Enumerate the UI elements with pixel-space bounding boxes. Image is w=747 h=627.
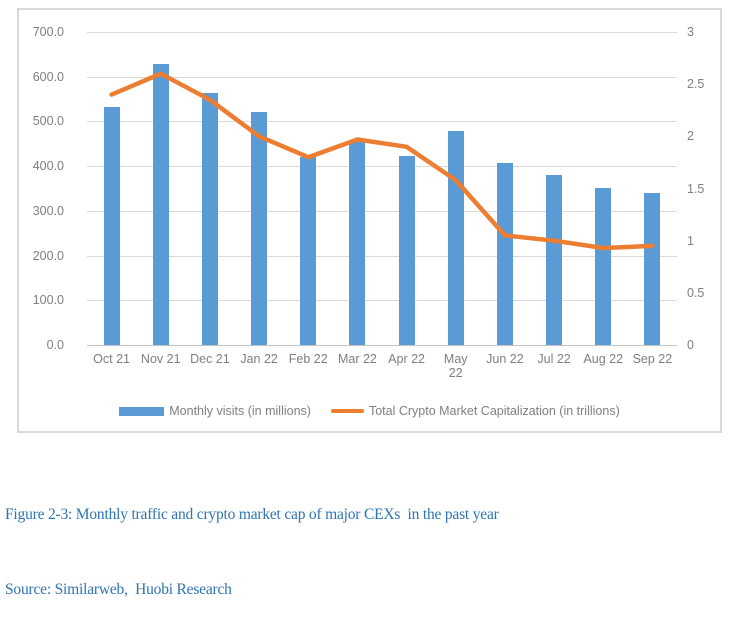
x-axis-tick: Sep 22: [632, 352, 673, 366]
left-axis-tick: 300.0: [32, 203, 64, 218]
left-axis-tick: 400.0: [32, 159, 64, 174]
source-line: Source: Similarweb, Huobi Research: [5, 581, 232, 598]
x-axis-tick: May 22: [443, 352, 468, 380]
gridline: [87, 32, 677, 33]
x-axis-tick: Aug 22: [583, 352, 624, 366]
gridline: [87, 121, 677, 123]
gridline: [87, 255, 677, 257]
figure-caption: Figure 2-3: Monthly traffic and crypto m…: [5, 506, 499, 523]
left-axis-tick: 500.0: [32, 114, 64, 129]
bar-apr-22: [398, 155, 415, 345]
bar-sep-22: [644, 192, 661, 345]
left-axis-tick: 700.0: [32, 25, 64, 39]
x-axis-tick: Oct 21: [93, 352, 130, 366]
right-axis-tick: 0.5: [687, 285, 705, 300]
legend-item-crypto-marketcap: Total Crypto Market Capitalization (in t…: [330, 404, 620, 418]
bar-dec-21: [201, 93, 218, 345]
x-axis-tick: Feb 22: [288, 352, 328, 366]
left-axis-tick: 0.0: [46, 338, 64, 352]
bar-series-swatch-icon: [119, 406, 165, 416]
right-axis-tick: 1.5: [687, 181, 705, 196]
gridline: [87, 166, 677, 168]
right-axis-tick: 2.5: [687, 77, 705, 92]
legend-item-monthly-visits: Monthly visits (in millions): [119, 404, 311, 418]
bar-aug-22: [595, 188, 612, 345]
x-axis-tick: Apr 22: [388, 352, 425, 366]
x-axis-tick: Dec 21: [190, 352, 230, 366]
left-axis-tick: 600.0: [32, 69, 64, 84]
x-axis-tick: Jul 22: [537, 352, 571, 366]
bar-oct-21: [103, 107, 120, 345]
bar-mar-22: [349, 141, 366, 345]
x-axis-tick: Jun 22: [486, 352, 524, 366]
right-axis-tick: 0: [687, 338, 694, 352]
x-axis-tick: Mar 22: [337, 352, 377, 366]
bar-feb-22: [300, 156, 317, 345]
right-axis-tick: 3: [687, 25, 694, 39]
left-axis-tick: 100.0: [32, 293, 64, 308]
page: { "colors": { "bar_blue": "#5b9bd5", "li…: [5, 8, 722, 598]
x-axis-tick: Jan 22: [240, 352, 278, 366]
gridline: [87, 76, 677, 78]
gridline: [87, 345, 677, 346]
legend-label-crypto-marketcap: Total Crypto Market Capitalization (in t…: [368, 404, 620, 418]
gridline: [87, 300, 677, 302]
bar-nov-21: [152, 64, 169, 345]
right-axis-tick: 1: [687, 233, 694, 248]
bar-jan-22: [251, 112, 268, 345]
left-axis-tick: 200.0: [32, 248, 64, 263]
legend-label-monthly-visits: Monthly visits (in millions): [169, 404, 311, 418]
legend: Monthly visits (in millions) Total Crypt…: [19, 404, 720, 418]
bar-jul-22: [546, 175, 563, 345]
x-axis-tick: Nov 21: [140, 352, 181, 366]
chart-frame: 700.0 600.0 500.0 400.0 300.0 200.0 100.0 0.0 3…: [17, 8, 722, 433]
caption: Figure 2-3: Monthly traffic and crypto m…: [5, 452, 499, 627]
bar-jun-22: [496, 163, 513, 345]
crypto-marketcap-line: [109, 71, 655, 251]
gridline: [87, 210, 677, 212]
plot-area: [87, 32, 677, 346]
line-series-swatch-icon: [330, 408, 364, 414]
line-series: [109, 71, 655, 251]
right-axis-tick: 2: [687, 129, 694, 144]
